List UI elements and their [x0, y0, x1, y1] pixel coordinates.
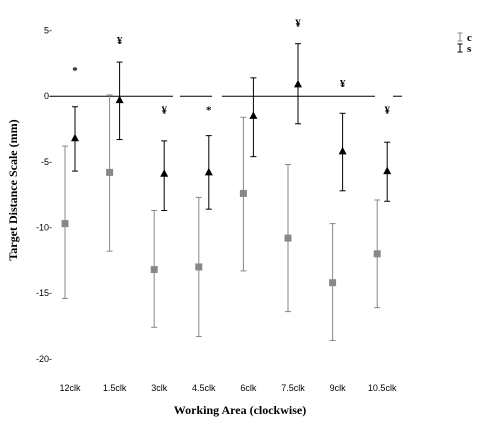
- marker-triangle-s: [338, 146, 347, 155]
- marker-triangle-s: [160, 169, 169, 177]
- x-tick-label: 7.5clk: [281, 383, 305, 393]
- marker-triangle-s: [204, 167, 213, 176]
- marker-triangle-s: [294, 79, 302, 88]
- y-tick-label: -20-: [36, 354, 52, 364]
- y-axis-label: Target Distance Scale (mm): [6, 119, 20, 260]
- significance-mark: ¥: [295, 18, 301, 30]
- legend: cs: [457, 32, 472, 55]
- marker-triangle-s: [249, 111, 258, 119]
- legend-entry-s: s: [467, 43, 472, 55]
- marker-square-c: [106, 168, 114, 176]
- x-tick-label: 3clk: [151, 383, 168, 393]
- y-tick-label: 0-: [44, 91, 52, 101]
- marker-square-c: [195, 263, 203, 271]
- marker-triangle-s: [115, 95, 124, 104]
- marker-square-c: [329, 279, 337, 287]
- y-axis: 5- 0- -5- -10- -15- -20-: [36, 26, 52, 364]
- significance-mark: *: [72, 65, 78, 77]
- significance-mark: ¥: [384, 104, 390, 116]
- y-tick-label: -10-: [36, 223, 52, 233]
- y-tick-label: -5-: [41, 157, 52, 167]
- x-axis-label: Working Area (clockwise): [174, 403, 306, 417]
- x-tick-label: 12clk: [59, 383, 81, 393]
- y-tick-label: 5-: [44, 26, 52, 36]
- significance-mark: ¥: [340, 78, 346, 90]
- marker-triangle-s: [383, 166, 392, 175]
- significance-marks: * ¥ ¥ * ¥ ¥ ¥: [72, 18, 390, 117]
- marker-square-c: [284, 234, 292, 242]
- marker-square-c: [61, 220, 69, 228]
- x-tick-label: 9clk: [330, 383, 347, 393]
- y-tick-label: -15-: [36, 288, 52, 298]
- marker-square-c: [150, 266, 158, 274]
- x-axis: 12clk 1.5clk 3clk 4.5clk 6clk 7.5clk 9clk 10.5c…: [59, 383, 396, 393]
- significance-mark: ¥: [117, 35, 123, 47]
- x-tick-label: 6clk: [240, 383, 257, 393]
- significance-mark: *: [206, 104, 212, 116]
- x-tick-label: 1.5clk: [103, 383, 127, 393]
- data-markers: [61, 79, 392, 287]
- marker-triangle-s: [71, 133, 79, 142]
- significance-mark: ¥: [161, 104, 167, 116]
- x-tick-label: 4.5clk: [192, 383, 216, 393]
- x-tick-label: 10.5clk: [368, 383, 397, 393]
- marker-square-c: [373, 250, 381, 258]
- legend-entry-c: c: [467, 32, 472, 44]
- marker-square-c: [239, 189, 247, 197]
